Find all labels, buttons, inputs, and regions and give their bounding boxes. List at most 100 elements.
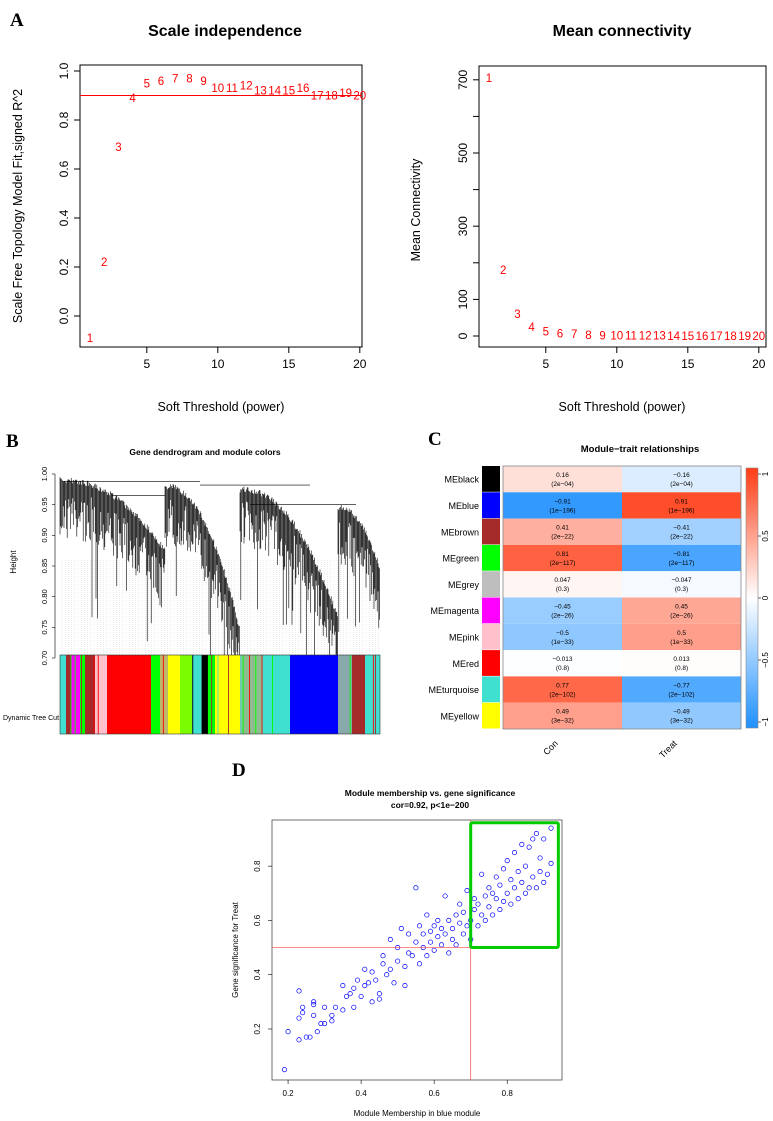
chart-subtitle: cor=0.92, p<1e−200	[391, 800, 469, 810]
p-value: (2e−102)	[668, 691, 694, 698]
heatmap-cell	[503, 702, 622, 729]
module-color-stripe	[349, 655, 351, 734]
module-color-stripe	[74, 655, 76, 734]
data-point	[519, 841, 525, 847]
data-point	[358, 993, 364, 999]
data-point	[479, 912, 485, 918]
data-point-label: 3	[514, 309, 520, 321]
row-label: MEgrey	[448, 580, 480, 590]
p-value: (0.8)	[675, 665, 688, 672]
module-color-stripe	[211, 655, 213, 734]
data-point	[493, 874, 499, 880]
data-point-label: 5	[144, 78, 150, 90]
data-point	[453, 912, 459, 918]
y-axis-label: Mean Connectivity	[409, 158, 423, 262]
data-point-label: 18	[724, 331, 737, 343]
data-point-label: 10	[211, 83, 224, 95]
data-point	[413, 939, 419, 945]
data-point	[475, 923, 481, 929]
module-color-stripe	[278, 655, 280, 734]
x-tick-label: 15	[282, 357, 296, 371]
data-point	[311, 1012, 317, 1018]
data-point	[530, 836, 536, 842]
data-point	[329, 1012, 335, 1018]
p-value: (1e−33)	[670, 639, 693, 646]
data-point	[314, 1029, 320, 1035]
data-point-label: 7	[571, 329, 577, 341]
correlation-value: −0.45	[554, 604, 571, 611]
module-color-segment	[192, 655, 201, 734]
data-point	[464, 923, 470, 929]
data-point	[285, 1029, 291, 1035]
data-point	[442, 931, 448, 937]
data-point	[362, 983, 368, 989]
data-point	[387, 936, 393, 942]
heatmap-cell	[503, 676, 622, 703]
module-color-stripe	[200, 655, 202, 734]
correlation-value: 0.16	[556, 472, 569, 479]
column-label: Con	[541, 738, 560, 757]
data-point	[351, 1004, 357, 1010]
heatmap-cell	[622, 518, 741, 545]
row-label: MEyellow	[440, 711, 479, 721]
p-value: (2e−102)	[549, 691, 575, 698]
data-point	[526, 844, 532, 850]
data-point-label: 13	[254, 86, 267, 98]
p-value: (1e−196)	[549, 507, 575, 514]
data-point	[526, 885, 532, 891]
y-tick-label: 0.90	[40, 528, 49, 543]
x-tick-label: 0.2	[283, 1089, 295, 1098]
data-point	[508, 901, 514, 907]
module-color-stripe	[242, 655, 244, 734]
correlation-value: 0.77	[556, 682, 569, 689]
y-tick-label: 0.0	[57, 307, 71, 324]
p-value: (2e−04)	[670, 481, 693, 488]
module-color-segment	[215, 655, 240, 734]
row-label: MEblue	[448, 501, 479, 511]
plot-frame	[79, 64, 363, 348]
data-point	[490, 890, 496, 896]
data-point	[442, 893, 448, 899]
p-value: (2e−117)	[550, 560, 576, 567]
heatmap-cell	[503, 597, 622, 624]
module-color-stripe	[93, 655, 95, 734]
data-point	[435, 934, 441, 940]
data-point	[522, 890, 529, 896]
y-tick-label: 0.8	[253, 860, 262, 872]
data-point	[504, 890, 510, 896]
data-point-label: 1	[87, 333, 93, 345]
y-tick-label: 1.0	[57, 62, 71, 79]
panel-letter-a: A	[10, 10, 24, 31]
data-point	[424, 953, 430, 959]
row-label: MEred	[452, 659, 479, 669]
chart-title: Module−trait relationships	[581, 444, 700, 455]
color-legend-bar	[745, 467, 759, 729]
x-tick-label: 0.8	[502, 1089, 514, 1098]
heatmap-cell	[503, 571, 622, 598]
module-color-stripe	[97, 655, 99, 734]
x-tick-label: 5	[143, 357, 150, 371]
correlation-value: 0.91	[675, 498, 688, 505]
x-tick-label: 20	[353, 357, 367, 371]
heatmap-cell	[503, 544, 622, 572]
y-tick-label: 0.2	[253, 1023, 262, 1035]
data-point	[471, 896, 477, 902]
data-point	[402, 983, 408, 989]
heatmap-cell	[622, 544, 741, 572]
data-point-label: 20	[353, 91, 366, 103]
row-label: MEturquoise	[428, 685, 479, 695]
data-point	[508, 877, 514, 883]
panel-letter-d: D	[232, 760, 246, 781]
data-point	[427, 928, 434, 934]
data-point	[340, 983, 346, 989]
data-point	[501, 866, 507, 872]
data-point-label: 4	[528, 322, 535, 334]
data-point	[504, 858, 510, 864]
heatmap-cell	[503, 623, 622, 651]
module-color-stripe	[70, 655, 72, 734]
module-color-swatch	[482, 597, 500, 624]
data-point	[464, 888, 470, 894]
y-tick-label: 0.80	[40, 589, 49, 604]
data-point	[296, 1037, 302, 1043]
data-point-label: 15	[282, 86, 295, 98]
